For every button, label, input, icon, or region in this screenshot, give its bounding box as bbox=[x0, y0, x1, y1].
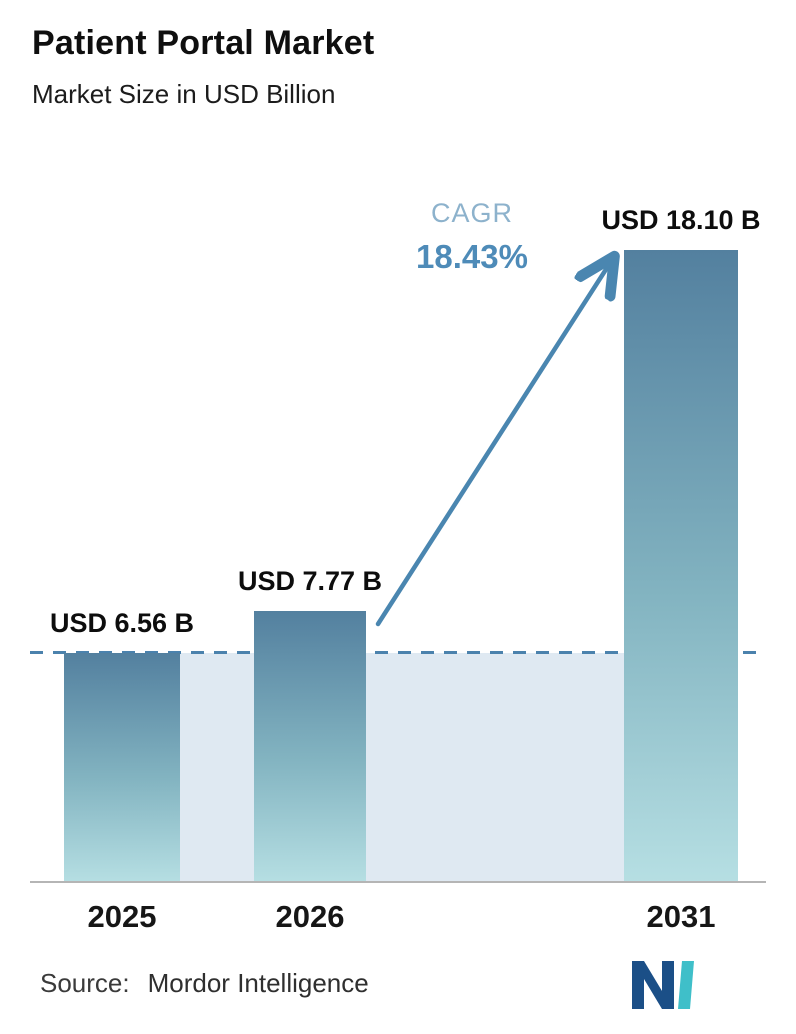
bar-2026 bbox=[254, 611, 366, 883]
x-axis-label-2026: 2026 bbox=[275, 899, 345, 934]
bar-value-label-2025: USD 6.56 B bbox=[49, 608, 195, 639]
page-title: Patient Portal Market bbox=[32, 24, 375, 62]
cagr-value: 18.43% bbox=[416, 238, 528, 275]
x-axis-label-2025: 2025 bbox=[87, 899, 157, 934]
chart-header: Patient Portal Market Market Size in USD… bbox=[32, 24, 374, 110]
bar-2031 bbox=[624, 249, 738, 883]
bar-value-label-2026: USD 7.77 B bbox=[237, 566, 383, 597]
bar-group-2025: USD 6.56 B 2025 bbox=[50, 608, 194, 934]
bar-group-2026: USD 7.77 B 2026 bbox=[238, 566, 382, 934]
page-subtitle: Market Size in USD Billion bbox=[32, 79, 336, 109]
bar-group-2031: USD 18.10 B 2031 bbox=[601, 205, 760, 935]
bar-2025 bbox=[64, 653, 180, 883]
cagr-annotation: CAGR 18.43% bbox=[382, 198, 562, 276]
growth-arrow-icon bbox=[368, 244, 624, 636]
source-attribution: Source: Mordor Intelligence bbox=[40, 968, 369, 999]
source-value: Mordor Intelligence bbox=[147, 968, 369, 998]
x-axis-label-2031: 2031 bbox=[646, 899, 716, 934]
mordor-intelligence-logo-icon bbox=[632, 960, 700, 1010]
cagr-label: CAGR bbox=[430, 198, 513, 228]
reference-line bbox=[30, 651, 766, 655]
x-axis-line bbox=[30, 881, 766, 883]
source-label: Source: bbox=[40, 968, 130, 998]
bar-value-label-2031: USD 18.10 B bbox=[601, 204, 761, 235]
